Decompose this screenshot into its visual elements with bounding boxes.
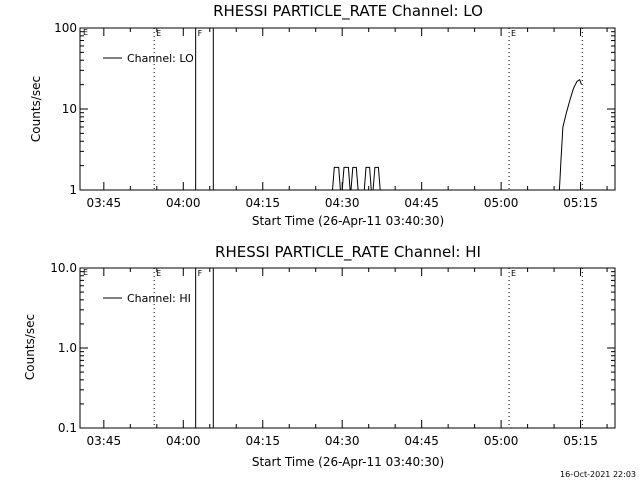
panel-lo-marker-label-3: E (511, 29, 516, 38)
panel-hi-plot: E F E 0.1 1.0 10.0 03:45 04:00 04:15 04:30 04:45 05… (50, 261, 616, 448)
panel-lo-marker-label-0: E (156, 29, 161, 38)
panel-hi-title: RHESSI PARTICLE_RATE Channel: HI (215, 243, 481, 262)
panel-lo: RHESSI PARTICLE_RATE Channel: LO Counts/… (29, 2, 616, 228)
panel-lo-series-0-segment-2 (350, 166, 359, 191)
panel-lo-series-0-segment-5 (558, 78, 582, 191)
panel-hi-corner-e: E (83, 268, 88, 277)
panel-lo-ylabel: Counts/sec (29, 76, 43, 142)
panel-lo-legend-label: Channel: LO (127, 52, 194, 65)
panel-lo-x-tick-label-0: 03:45 (87, 196, 122, 210)
footer-timestamp: 16-Oct-2021 22:03 (560, 470, 636, 479)
panel-hi-ylabel: Counts/sec (23, 314, 37, 380)
panel-lo-x-tick-label-6: 05:15 (563, 196, 598, 210)
panel-lo-y-tick-label-0: 1 (69, 183, 77, 197)
panel-hi-x-tick-label-6: 05:15 (563, 434, 598, 448)
panel-lo-y-tick-label-1: 10 (62, 102, 77, 116)
panel-lo-corner-e: E (83, 28, 88, 37)
panel-hi-x-tick-label-3: 04:30 (325, 434, 360, 448)
panel-hi-legend-label: Channel: HI (127, 292, 191, 305)
panel-hi-legend: Channel: HI (103, 292, 191, 305)
panel-lo-series-0-segment-0 (332, 166, 341, 191)
panel-lo-y-tick-label-2: 100 (54, 21, 77, 35)
panel-hi-marker-label-3: E (511, 269, 516, 278)
panel-lo-x-tick-label-5: 05:00 (484, 196, 519, 210)
panel-lo-title: RHESSI PARTICLE_RATE Channel: LO (213, 2, 483, 21)
panel-lo-x-tick-label-4: 04:45 (404, 196, 439, 210)
panel-hi-x-tick-label-5: 05:00 (484, 434, 519, 448)
panel-lo-series-0-segment-4 (372, 166, 381, 191)
panel-lo-x-tick-label-1: 04:00 (166, 196, 201, 210)
panel-hi-y-tick-label-0: 0.1 (58, 421, 77, 435)
panel-lo-series-0-segment-1 (341, 166, 351, 191)
panel-lo-legend: Channel: LO (103, 52, 194, 65)
panel-hi-y-tick-label-2: 10.0 (50, 261, 77, 275)
panel-lo-x-tick-label-3: 04:30 (325, 196, 360, 210)
panel-hi-x-tick-label-0: 03:45 (87, 434, 122, 448)
panel-hi-xlabel: Start Time (26-Apr-11 03:40:30) (252, 455, 444, 469)
panel-hi-marker-label-1: F (198, 269, 203, 278)
panel-hi-x-tick-label-2: 04:15 (245, 434, 280, 448)
panel-hi: RHESSI PARTICLE_RATE Channel: HI Counts/… (23, 243, 616, 469)
panel-hi-x-tick-label-4: 04:45 (404, 434, 439, 448)
panel-lo-plot: E F E 1 10 100 03:45 04:00 04:15 04:30 04:45 05:00 0… (54, 21, 616, 210)
panel-hi-y-tick-label-1: 1.0 (58, 341, 77, 355)
panel-lo-marker-label-1: F (198, 29, 203, 38)
panel-lo-series-0-segment-3 (363, 166, 372, 191)
panel-lo-x-tick-label-2: 04:15 (245, 196, 280, 210)
panel-lo-xlabel: Start Time (26-Apr-11 03:40:30) (252, 214, 444, 228)
panel-hi-marker-label-0: E (156, 269, 161, 278)
panel-hi-x-tick-label-1: 04:00 (166, 434, 201, 448)
